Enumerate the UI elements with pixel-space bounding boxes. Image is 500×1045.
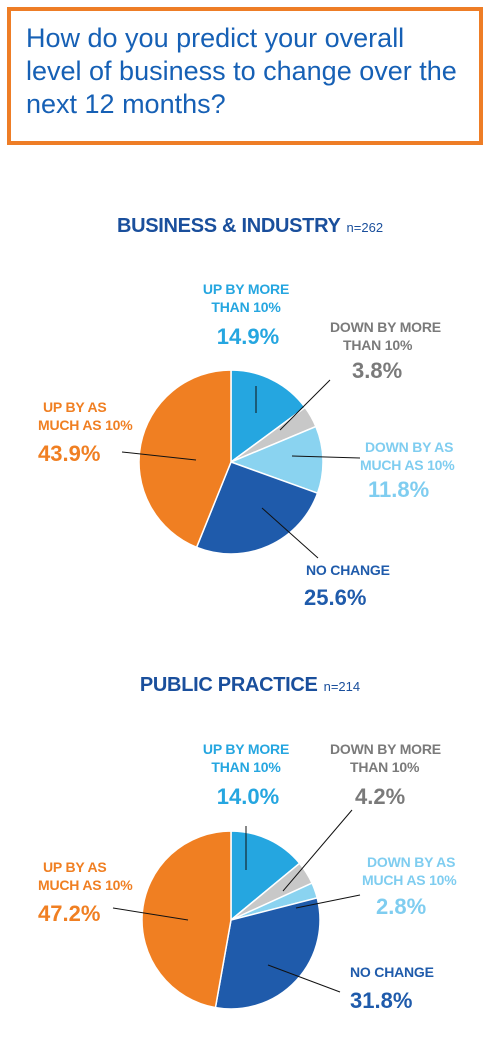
pie-chart-business-industry (121, 369, 361, 559)
chart-2-value-down-as-much: 2.8% (376, 894, 427, 919)
chart-1-value-up-as-much: 43.9% (38, 441, 101, 466)
chart-2-label-down-more: DOWN BY MORE THAN 10% (330, 740, 460, 776)
chart-2-label-down-more-l2: THAN 10% (350, 759, 420, 775)
chart-1-label-no-change: NO CHANGE (306, 561, 390, 579)
chart-2-label-up-as-much-l2: MUCH AS 10% (38, 877, 133, 893)
chart-1-value-down-as-much: 11.8% (368, 477, 430, 502)
chart-1-value-no-change: 25.6% (304, 585, 367, 610)
pie-2-leader-down-more (282, 809, 353, 892)
chart-2-label-up-as-much-l1: UP BY AS (43, 859, 107, 875)
chart-1-label-up-more-l2: THAN 10% (211, 299, 281, 315)
chart-1-label-up-as-much: UP BY AS MUCH AS 10% (38, 398, 158, 434)
chart-2-value-no-change: 31.8% (350, 988, 413, 1013)
chart-2-label-no-change: NO CHANGE (350, 963, 434, 981)
chart-1-label-no-change-l1: NO CHANGE (306, 562, 390, 578)
pie-2-leader-up-as-much (112, 907, 189, 921)
chart-2-label-down-as-much-l2: MUCH AS 10% (362, 872, 457, 888)
pie-1-leader-down-as-much (291, 455, 361, 459)
chart-2-label-no-change-l1: NO CHANGE (350, 964, 434, 980)
chart-title-public-practice: PUBLIC PRACTICE n=214 (0, 674, 500, 697)
chart-2-n: n=214 (323, 679, 361, 694)
chart-1-label-down-as-much-l1: DOWN BY AS (365, 439, 454, 455)
chart-2-value-down-more: 4.2% (355, 784, 406, 809)
chart-1-label-down-more-l2: THAN 10% (343, 337, 413, 353)
chart-1-label-down-as-much: DOWN BY AS MUCH AS 10% (360, 438, 480, 474)
chart-2-label-up-more: UP BY MORE THAN 10% (196, 740, 296, 776)
question-box (7, 7, 483, 145)
chart-2-label-up-more-l2: THAN 10% (211, 759, 281, 775)
chart-2-label-up-more-l1: UP BY MORE (202, 741, 290, 757)
pie-1-leader-no-change (261, 507, 319, 559)
pie-2-leader-no-change (267, 964, 341, 993)
chart-1-label-down-more-l1: DOWN BY MORE (330, 319, 441, 335)
chart-1-label-up-as-much-l2: MUCH AS 10% (38, 417, 133, 433)
pie-1-slice-up-more (230, 369, 307, 464)
chart-1-title: BUSINESS & INDUSTRY (116, 215, 341, 237)
chart-1-label-up-more: UP BY MORE THAN 10% (196, 280, 296, 316)
pie-2-leader-down-as-much (295, 894, 361, 909)
pie-2-slice-no-change (214, 896, 321, 1010)
chart-1-n: n=262 (346, 220, 384, 235)
chart-1-value-down-more: 3.8% (352, 358, 403, 383)
chart-2-value-up-as-much: 47.2% (38, 901, 101, 926)
chart-2-label-down-more-l1: DOWN BY MORE (330, 741, 441, 757)
chart-1-label-up-more-l1: UP BY MORE (202, 281, 290, 297)
pie-1-leader-up-as-much (121, 451, 197, 461)
chart-2-label-down-as-much: DOWN BY AS MUCH AS 10% (362, 853, 482, 889)
question-text: How do you predict your overall level of… (26, 23, 457, 119)
chart-2-value-up-more: 14.0% (216, 784, 280, 809)
chart-1-label-down-more: DOWN BY MORE THAN 10% (330, 318, 450, 354)
chart-2-label-up-as-much: UP BY AS MUCH AS 10% (38, 858, 158, 894)
chart-2-label-down-as-much-l1: DOWN BY AS (367, 854, 456, 870)
chart-1-label-down-as-much-l2: MUCH AS 10% (360, 457, 455, 473)
pie-1-leader-down-more (279, 379, 331, 431)
chart-1-value-up-more: 14.9% (216, 324, 280, 349)
chart-1-label-up-as-much-l1: UP BY AS (43, 399, 107, 415)
chart-2-title: PUBLIC PRACTICE (139, 674, 318, 696)
pie-2-slice-up-more (230, 830, 301, 922)
pie-chart-public-practice (112, 809, 361, 1010)
pie-1-slice-down-as-much (228, 425, 324, 495)
chart-title-business-industry: BUSINESS & INDUSTRY n=262 (0, 215, 500, 238)
